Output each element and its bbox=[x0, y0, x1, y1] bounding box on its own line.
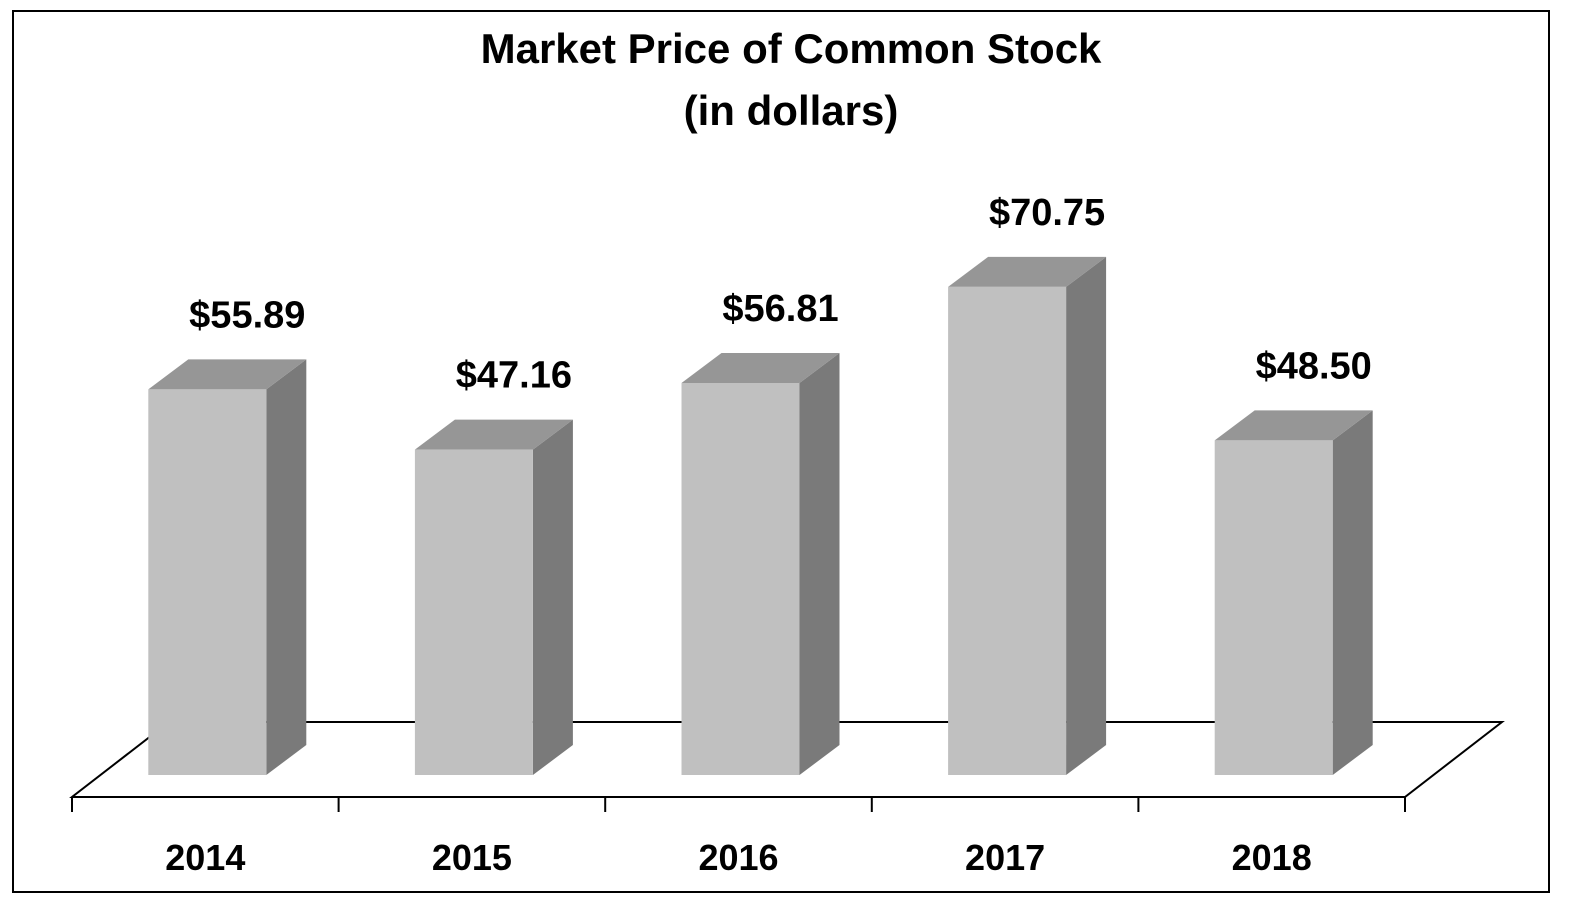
bar-top-face bbox=[681, 353, 840, 384]
bar-front-face bbox=[1214, 440, 1333, 775]
bar-2014 bbox=[148, 359, 307, 775]
chart-title: Market Price of Common Stock (in dollars… bbox=[0, 18, 1582, 142]
bar-front-face bbox=[148, 389, 267, 775]
x-tick-label: 2016 bbox=[698, 837, 778, 878]
bar-2016 bbox=[681, 353, 840, 775]
bar-top-face bbox=[948, 256, 1107, 287]
bar-side-face bbox=[266, 359, 307, 775]
bar-2015 bbox=[414, 419, 573, 775]
data-label: $48.50 bbox=[1256, 345, 1372, 387]
x-axis-ticks bbox=[71, 797, 1406, 812]
data-label: $55.89 bbox=[189, 294, 305, 336]
bar-side-face bbox=[1332, 410, 1373, 775]
bar-side-face bbox=[799, 353, 840, 775]
data-label: $47.16 bbox=[456, 355, 572, 397]
data-label: $70.75 bbox=[989, 192, 1105, 234]
bar-2018 bbox=[1214, 410, 1373, 775]
bar-top-face bbox=[148, 359, 307, 390]
bar-front-face bbox=[414, 449, 533, 775]
bar-side-face bbox=[532, 419, 573, 775]
category-labels-group: 2014 2015 2016 2017 2018 bbox=[165, 837, 1311, 878]
bar-top-face bbox=[414, 419, 573, 450]
chart-subtitle-line: (in dollars) bbox=[683, 87, 899, 134]
bar-side-face bbox=[1066, 256, 1107, 775]
x-tick-label: 2017 bbox=[965, 837, 1045, 878]
data-label: $56.81 bbox=[722, 288, 838, 330]
x-tick-label: 2015 bbox=[432, 837, 512, 878]
bar-front-face bbox=[948, 286, 1067, 775]
bar-front-face bbox=[681, 383, 800, 775]
bar-top-face bbox=[1214, 410, 1373, 441]
data-labels-group: $55.89 $47.16 $56.81 $70.75 $48.50 bbox=[189, 192, 1372, 397]
bars-group bbox=[148, 256, 1373, 775]
x-tick-label: 2018 bbox=[1232, 837, 1312, 878]
bar-2017 bbox=[948, 256, 1107, 775]
x-tick-label: 2014 bbox=[165, 837, 245, 878]
chart-title-line: Market Price of Common Stock bbox=[480, 25, 1102, 72]
